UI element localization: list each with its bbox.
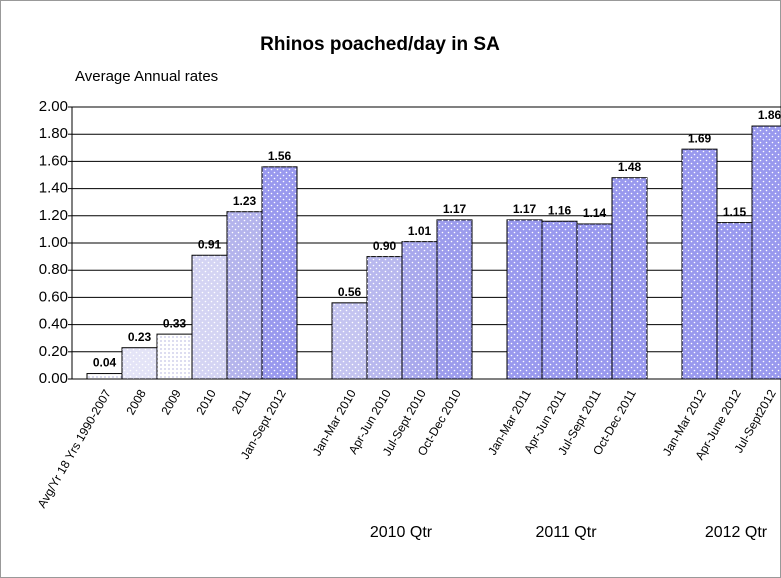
value-label: 0.56 xyxy=(338,285,362,299)
y-tick-label: 1.80 xyxy=(39,125,68,142)
value-label: 1.48 xyxy=(618,160,642,174)
y-tick-label: 1.40 xyxy=(39,180,68,197)
value-label: 1.17 xyxy=(443,202,467,216)
chart-subtitle: Average Annual rates xyxy=(75,68,218,85)
group-label: 2011 Qtr xyxy=(535,524,597,541)
y-tick-label: 0.80 xyxy=(39,261,68,278)
bar xyxy=(331,302,368,380)
bar xyxy=(436,219,473,380)
group-label: 2010 Qtr xyxy=(370,524,433,541)
bar xyxy=(86,373,123,380)
bar xyxy=(401,241,438,380)
value-label: 1.56 xyxy=(268,149,292,163)
bar xyxy=(751,125,781,380)
value-label: 1.01 xyxy=(408,224,432,238)
value-label: 1.14 xyxy=(583,206,607,220)
y-tick-label: 0.60 xyxy=(39,288,68,305)
y-tick-label: 2.00 xyxy=(39,98,68,115)
bar xyxy=(156,333,193,380)
y-tick-label: 1.20 xyxy=(39,207,68,224)
value-label: 1.69 xyxy=(688,131,712,145)
bar xyxy=(121,347,158,380)
y-tick-label: 1.60 xyxy=(39,152,68,169)
bar xyxy=(366,256,403,380)
bar xyxy=(576,223,613,380)
value-label: 1.15 xyxy=(723,205,747,219)
y-tick-label: 0.00 xyxy=(39,370,68,387)
value-label: 0.23 xyxy=(128,330,152,344)
value-label: 1.16 xyxy=(548,203,572,217)
y-tick-label: 1.00 xyxy=(39,234,68,251)
bar xyxy=(506,219,543,380)
bar xyxy=(261,166,298,380)
y-tick-label: 0.20 xyxy=(39,343,68,360)
value-label: 0.90 xyxy=(373,239,397,253)
bar xyxy=(681,148,718,380)
value-label: 0.33 xyxy=(163,316,187,330)
bar xyxy=(226,211,263,380)
value-label: 1.86 xyxy=(758,108,781,122)
value-label: 1.23 xyxy=(233,194,257,208)
bar xyxy=(716,222,753,380)
value-label: 1.17 xyxy=(513,202,537,216)
value-label: 0.91 xyxy=(198,237,222,251)
bar xyxy=(611,177,648,380)
chart-title: Rhinos poached/day in SA xyxy=(260,34,500,55)
bar xyxy=(191,254,228,380)
y-tick-label: 0.40 xyxy=(39,316,68,333)
value-label: 0.04 xyxy=(93,356,117,370)
group-label: 2012 Qtr xyxy=(705,524,768,541)
bar xyxy=(541,220,578,380)
